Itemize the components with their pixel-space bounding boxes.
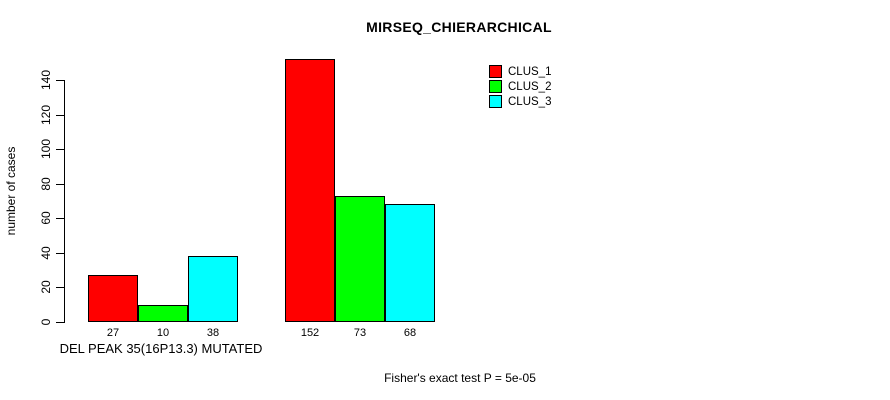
y-axis-tick: [56, 218, 64, 220]
y-axis-tick-label: 40: [39, 246, 53, 260]
y-axis-tick: [56, 183, 64, 185]
y-axis-tick: [56, 252, 64, 254]
legend-item: CLUS_2: [489, 80, 551, 93]
bar-clus_3-group1: [188, 256, 238, 322]
bar-value-label: 27: [106, 327, 120, 339]
y-axis-tick: [56, 149, 64, 151]
bar-clus_3-group2: [385, 204, 435, 322]
y-axis-tick-label: 20: [39, 280, 53, 295]
legend-swatch-clus3: [489, 95, 502, 108]
legend-item: CLUS_1: [489, 65, 551, 78]
bar-value-label: 152: [300, 327, 320, 339]
legend: CLUS_1 CLUS_2 CLUS_3: [489, 65, 551, 110]
bar-clus_2-group2: [335, 196, 385, 322]
fisher-test-annotation: Fisher's exact test P = 5e-05: [384, 371, 536, 385]
bar-clus_2-group1: [138, 305, 188, 322]
y-axis-tick-label: 0: [39, 318, 53, 326]
legend-label: CLUS_3: [508, 95, 552, 108]
chart-title: MIRSEQ_CHIERARCHICAL: [366, 19, 552, 35]
y-axis-tick-label: 60: [39, 211, 53, 225]
x-axis-label: DEL PEAK 35(16P13.3) MUTATED: [59, 341, 263, 356]
legend-swatch-clus2: [489, 80, 502, 93]
bar-value-label: 73: [353, 327, 367, 339]
y-axis-tick: [56, 322, 64, 323]
bar-clus_1-group2: [285, 59, 335, 322]
y-axis-tick: [56, 287, 64, 289]
bar-value-label: 68: [403, 327, 417, 339]
y-axis-tick-label: 140: [39, 69, 53, 91]
y-axis-title: number of cases: [4, 146, 18, 236]
y-axis-tick-label: 120: [39, 104, 53, 125]
legend-item: CLUS_3: [489, 95, 551, 108]
legend-label: CLUS_1: [508, 65, 552, 78]
bar-value-label: 38: [206, 327, 220, 339]
bar-value-label: 10: [156, 327, 170, 339]
y-axis-tick: [56, 114, 64, 116]
y-axis-tick-label: 80: [39, 177, 53, 191]
y-axis-line: [64, 80, 65, 323]
bar-clus_1-group1: [88, 275, 138, 322]
legend-swatch-clus1: [489, 65, 502, 78]
y-axis-tick-label: 100: [39, 139, 53, 160]
legend-label: CLUS_2: [508, 80, 552, 93]
y-axis-tick: [56, 80, 64, 81]
